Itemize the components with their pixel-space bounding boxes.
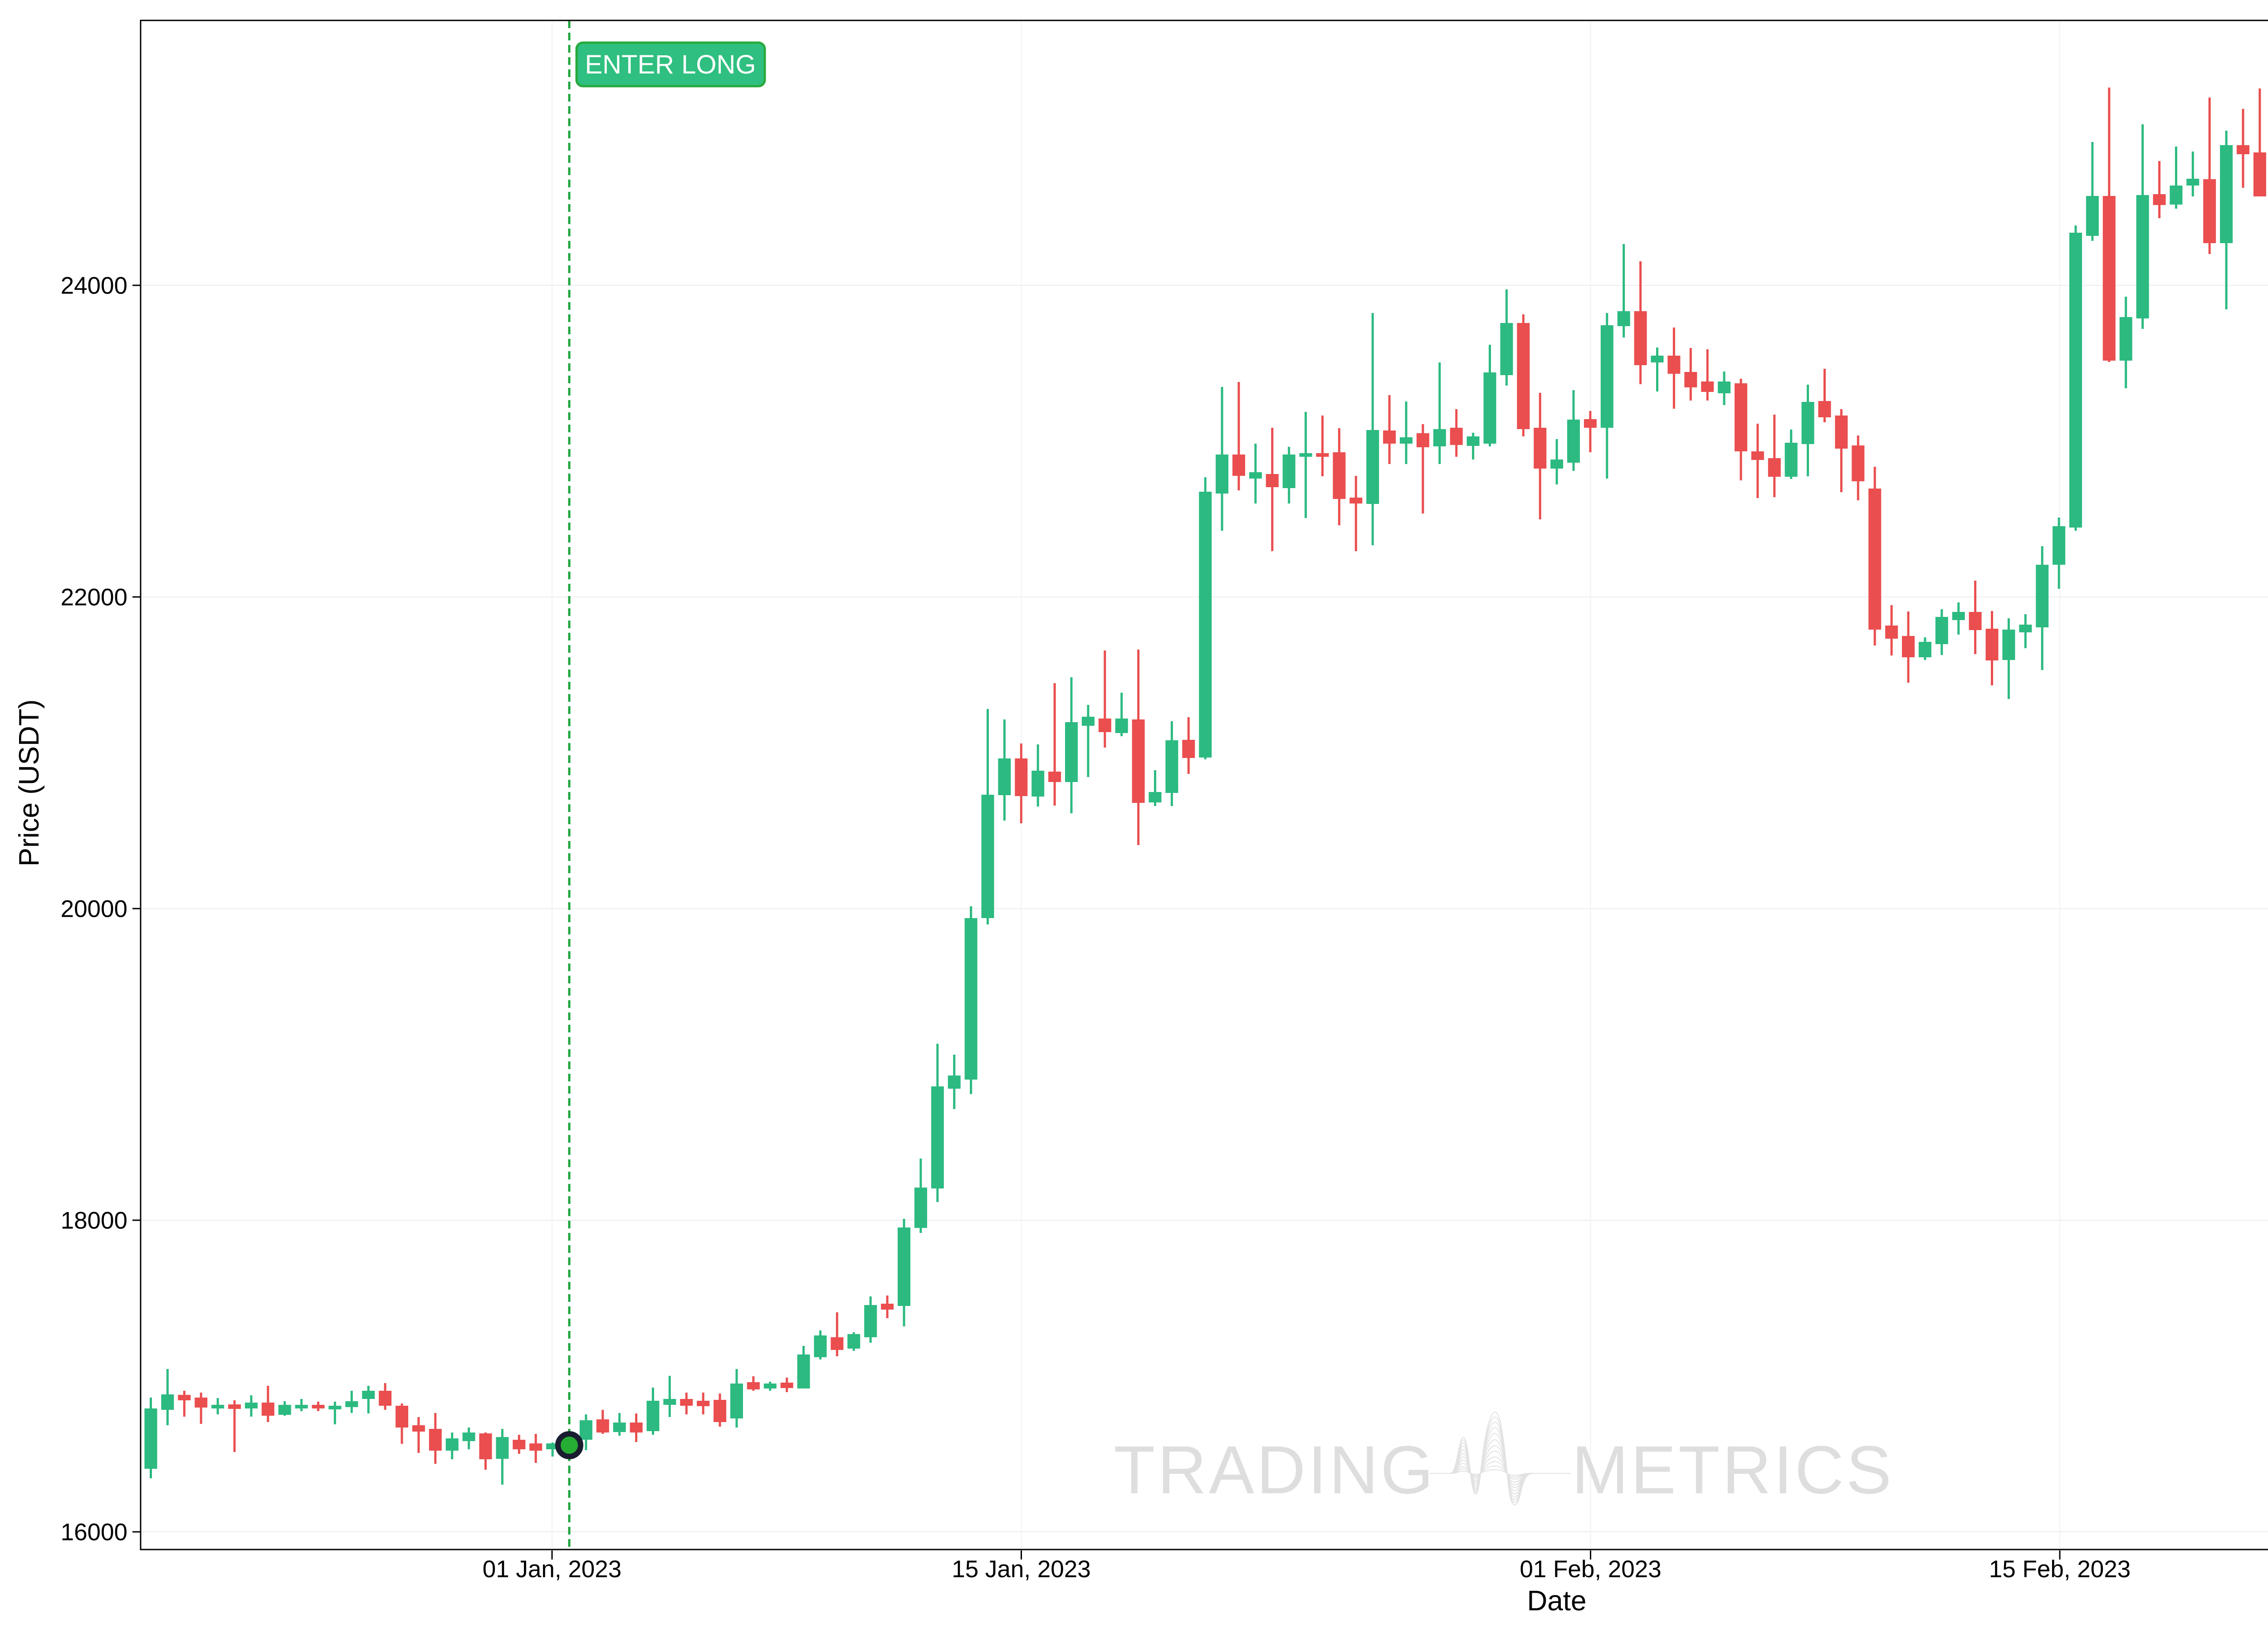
svg-text:24000: 24000 <box>61 273 127 299</box>
svg-text:01 Jan, 2023: 01 Jan, 2023 <box>483 1556 621 1583</box>
svg-text:Price (USDT): Price (USDT) <box>14 699 45 867</box>
svg-text:ENTER LONG: ENTER LONG <box>585 50 756 79</box>
svg-text:Date: Date <box>1527 1585 1587 1617</box>
svg-text:METRICS: METRICS <box>1572 1432 1894 1508</box>
svg-text:22000: 22000 <box>61 584 127 611</box>
svg-text:15 Jan, 2023: 15 Jan, 2023 <box>952 1556 1090 1583</box>
svg-text:01 Feb, 2023: 01 Feb, 2023 <box>1520 1556 1661 1583</box>
svg-text:15 Feb, 2023: 15 Feb, 2023 <box>1989 1556 2131 1583</box>
svg-text:18000: 18000 <box>61 1208 127 1234</box>
svg-text:16000: 16000 <box>61 1519 127 1546</box>
svg-text:20000: 20000 <box>61 896 127 923</box>
svg-text:TRADING: TRADING <box>1114 1432 1436 1508</box>
